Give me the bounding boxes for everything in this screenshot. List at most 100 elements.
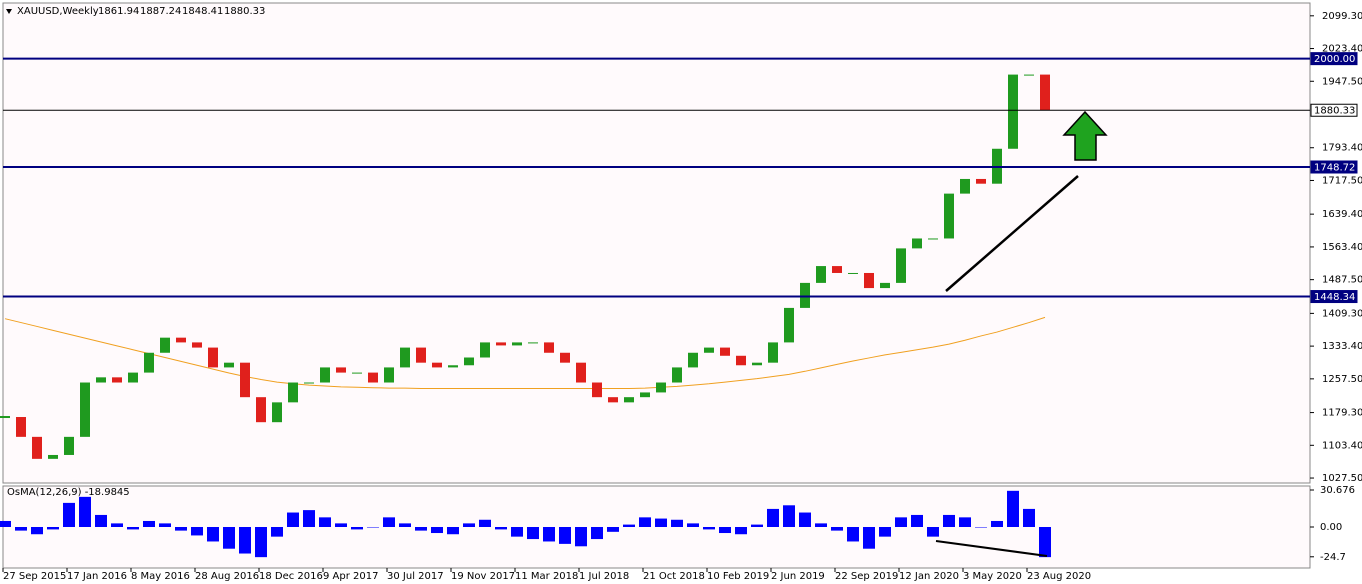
candle: [560, 352, 570, 363]
x-tick-label: 17 Jan 2016: [67, 571, 127, 582]
osma-bar: [639, 517, 651, 527]
osma-bar: [655, 518, 667, 527]
candle: [976, 178, 986, 184]
osma-bar: [63, 502, 75, 527]
y-tick-label: 2099.30: [1322, 11, 1362, 22]
candle: [336, 367, 346, 373]
y-tick-label: 2023.40: [1322, 44, 1362, 55]
osma-bar: [911, 514, 923, 527]
candle: [880, 282, 890, 289]
candle: [416, 347, 426, 363]
osma-bar: [943, 514, 955, 527]
candle: [0, 416, 10, 419]
candle: [112, 377, 122, 383]
candle: [656, 382, 666, 393]
y-tick-label: 1717.50: [1322, 175, 1362, 186]
candle: [864, 272, 874, 289]
candle: [720, 347, 730, 356]
trend-line: [945, 175, 1079, 292]
y-tick-label: 1179.30: [1322, 408, 1362, 419]
osma-bar: [127, 527, 139, 530]
x-tick-label: 3 May 2020: [963, 571, 1022, 582]
ohlc-high: 1887.24: [140, 6, 181, 17]
candle: [672, 367, 682, 383]
candle: [736, 355, 746, 366]
level-label: 1880.33: [1314, 106, 1355, 117]
candle: [176, 337, 186, 343]
osma-bar: [1023, 508, 1035, 527]
x-tick-label: 9 Apr 2017: [323, 571, 378, 582]
y-tick-label: 1333.40: [1322, 341, 1362, 352]
candle: [816, 266, 826, 283]
osma-bar: [447, 527, 459, 535]
menu-triangle[interactable]: [6, 9, 12, 14]
osma-bar: [559, 527, 571, 544]
x-tick-label: 11 Mar 2018: [515, 571, 578, 582]
osma-bar: [1039, 527, 1051, 558]
y-tick-label: 1027.50: [1322, 473, 1362, 484]
osma-bar: [671, 519, 683, 527]
osma-bar: [751, 524, 763, 527]
osma-trend-line: [935, 540, 1048, 557]
candle: [624, 397, 634, 403]
osma-bar: [975, 527, 987, 528]
candle: [16, 417, 26, 437]
osma-bar: [431, 527, 443, 534]
candle: [768, 342, 778, 363]
osma-bar: [207, 527, 219, 542]
candle: [432, 362, 442, 368]
osma-bar: [1007, 490, 1019, 527]
candle: [464, 357, 474, 366]
level-label-box: [1310, 52, 1358, 66]
candle: [272, 402, 282, 423]
osma-bar: [767, 508, 779, 527]
candle: [832, 266, 842, 273]
osma-bar: [111, 523, 123, 527]
osma-title: OsMA(12,26,9) -18.9845: [7, 487, 130, 498]
y-tick-label: 1409.30: [1322, 308, 1362, 319]
osma-bar: [95, 514, 107, 527]
osma-bar: [319, 517, 331, 527]
level-label: 2000.00: [1314, 54, 1355, 65]
osma-bar: [815, 523, 827, 527]
y-tick-label: 1947.50: [1322, 76, 1362, 87]
osma-bar: [223, 527, 235, 549]
candle: [400, 347, 410, 368]
candle: [64, 436, 74, 455]
osma-bar: [575, 527, 587, 547]
candle: [240, 362, 250, 398]
y-tick-label: 1257.50: [1322, 374, 1362, 385]
osma-bar: [719, 527, 731, 534]
osma-bar: [543, 527, 555, 542]
candle: [800, 282, 810, 308]
level-label: 1748.72: [1314, 163, 1355, 174]
ohlc-low: 1848.41: [182, 6, 223, 17]
osma-bar: [335, 523, 347, 527]
osma-bar: [607, 527, 619, 532]
x-tick-label: 1 Jul 2018: [579, 571, 629, 582]
candle: [592, 382, 602, 398]
osma-bar: [47, 527, 59, 530]
osma-bar: [31, 527, 43, 535]
osma-bar: [927, 527, 939, 537]
osma-bar: [527, 527, 539, 540]
osma-bar: [415, 527, 427, 531]
level-label-box: [1310, 103, 1358, 117]
candle: [752, 362, 762, 366]
osma-bar: [511, 527, 523, 537]
candle: [576, 362, 586, 383]
x-tick-label: 28 Aug 2016: [195, 571, 259, 582]
osma-bar: [783, 505, 795, 527]
x-tick-label: 12 Jan 2020: [899, 571, 959, 582]
y-tick-label: 1103.40: [1322, 440, 1362, 451]
osma-bar: [687, 523, 699, 527]
osma-bar: [831, 527, 843, 531]
candle: [496, 342, 506, 346]
osma-bar: [79, 496, 91, 527]
ohlc-open: 1861.94: [98, 6, 139, 17]
osma-bar: [799, 512, 811, 527]
osma-bar: [239, 527, 251, 554]
candle: [80, 382, 90, 437]
osma-bar: [303, 510, 315, 527]
osma-bar: [735, 527, 747, 535]
